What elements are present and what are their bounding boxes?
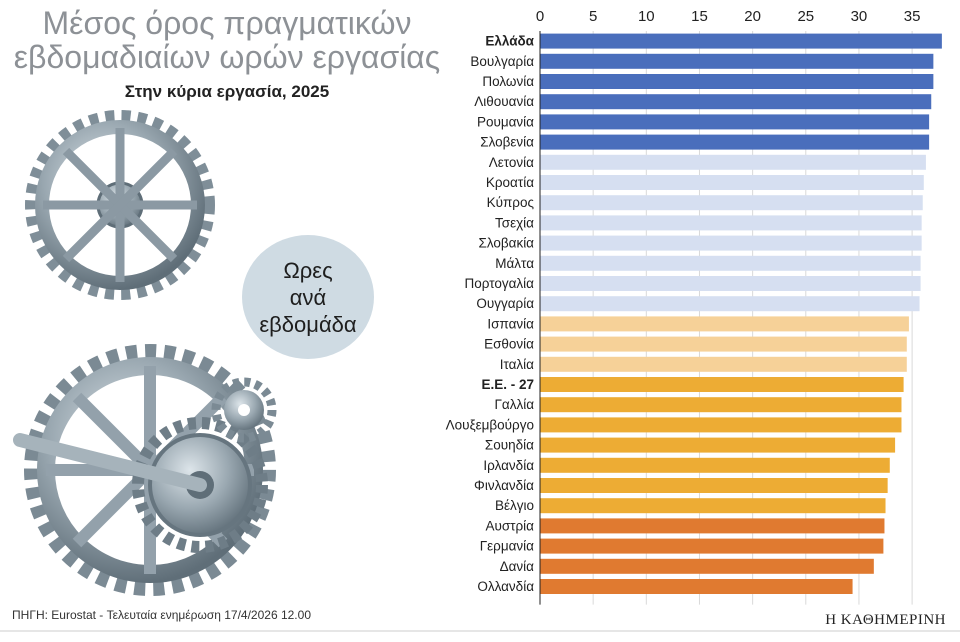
x-tick-label: 5 bbox=[589, 8, 597, 25]
category-label: Πολωνία bbox=[482, 74, 534, 89]
bar bbox=[540, 437, 896, 453]
x-tick-label: 25 bbox=[797, 8, 814, 25]
footer-divider bbox=[0, 630, 960, 632]
bar bbox=[540, 356, 907, 372]
category-label: Πορτογαλία bbox=[464, 276, 534, 291]
x-tick-label: 30 bbox=[851, 8, 868, 25]
category-label: Ιρλανδία bbox=[483, 458, 534, 473]
bar bbox=[540, 74, 934, 89]
category-label: Ολλανδία bbox=[477, 579, 534, 594]
x-tick-label: 15 bbox=[691, 8, 708, 25]
bar bbox=[540, 377, 904, 392]
category-label: Ιταλία bbox=[500, 357, 534, 372]
bar bbox=[540, 195, 923, 211]
bar bbox=[540, 397, 902, 413]
bar bbox=[540, 558, 874, 574]
bar bbox=[540, 498, 886, 514]
bar bbox=[540, 276, 921, 291]
gear-small bbox=[211, 377, 277, 443]
bar bbox=[540, 579, 853, 594]
units-badge: Ωρες ανά εβδομάδα bbox=[242, 235, 374, 359]
bar bbox=[540, 296, 920, 312]
x-axis-ticks: 0 5 10 15 20 25 30 35 bbox=[536, 8, 921, 25]
category-label: Εσθονία bbox=[484, 337, 534, 352]
bar bbox=[540, 518, 885, 534]
bar bbox=[540, 215, 922, 231]
category-label: Μάλτα bbox=[495, 256, 534, 271]
category-label: Σουηδία bbox=[485, 438, 534, 453]
chart-subtitle: Στην κύρια εργασία, 2025 bbox=[124, 82, 330, 101]
category-label: Φινλανδία bbox=[474, 478, 534, 493]
category-label: Σλοβενία bbox=[480, 135, 534, 150]
category-label: Βέλγιο bbox=[495, 498, 534, 513]
units-badge-line-2: ανά bbox=[289, 284, 327, 310]
category-label: Ελλάδα bbox=[485, 34, 534, 49]
category-label: Ρουμανία bbox=[477, 114, 534, 129]
gear-large-top bbox=[25, 110, 215, 300]
category-label: Κύπρος bbox=[487, 195, 535, 210]
category-label: Λετονία bbox=[489, 155, 534, 170]
bar bbox=[540, 33, 942, 49]
chart-title-line-2: εβδομαδιαίων ωρών εργασίας bbox=[13, 39, 441, 75]
bar bbox=[540, 336, 907, 352]
x-tick-label: 10 bbox=[638, 8, 655, 25]
category-label: Σλοβακία bbox=[478, 236, 534, 251]
bar bbox=[540, 417, 902, 433]
category-labels: Ελλάδα Βουλγαρία Πολωνία Λιθουανία Ρουμανία Σ… bbox=[446, 34, 535, 594]
bar bbox=[540, 94, 932, 110]
bar bbox=[540, 175, 924, 190]
chart-title-line-1: Μέσος όρος πραγματικών bbox=[42, 5, 412, 41]
bar bbox=[540, 457, 890, 473]
category-label: Ε.Ε. - 27 bbox=[481, 377, 534, 392]
category-label: Ισπανία bbox=[487, 316, 534, 331]
units-badge-line-3: εβδομάδα bbox=[259, 311, 357, 337]
bar bbox=[540, 235, 922, 251]
bar bbox=[540, 538, 884, 554]
category-label: Λιθουανία bbox=[474, 94, 534, 109]
publisher-logo: Η ΚΑΘΗΜΕΡΙΝΗ bbox=[825, 612, 946, 628]
bar bbox=[540, 478, 888, 493]
source-note: ΠΗΓΗ: Eurostat - Τελευταία ενημέρωση 17/… bbox=[12, 608, 311, 622]
x-tick-label: 0 bbox=[536, 8, 544, 25]
bar bbox=[540, 53, 934, 69]
category-label: Ουγγαρία bbox=[476, 296, 534, 311]
bar bbox=[540, 114, 930, 130]
category-label: Κροατία bbox=[486, 175, 534, 190]
category-label: Γαλλία bbox=[494, 397, 534, 412]
bars bbox=[540, 33, 942, 594]
category-label: Δανία bbox=[500, 559, 535, 574]
category-label: Λουξεμβούργο bbox=[446, 417, 534, 432]
category-label: Γερμανία bbox=[480, 539, 534, 554]
chart-title: Μέσος όρος πραγματικών εβδομαδιαίων ωρών… bbox=[12, 6, 442, 74]
x-tick-label: 20 bbox=[744, 8, 761, 25]
x-tick-label: 35 bbox=[904, 8, 921, 25]
bar bbox=[540, 154, 926, 170]
gear-medium bbox=[13, 417, 268, 553]
bar bbox=[540, 134, 930, 150]
bar bbox=[540, 316, 909, 332]
category-label: Τσεχία bbox=[495, 215, 534, 230]
gears-illustration bbox=[13, 110, 277, 596]
bar bbox=[540, 255, 921, 271]
category-label: Αυστρία bbox=[485, 518, 534, 533]
units-badge-line-1: Ωρες bbox=[283, 257, 333, 283]
category-label: Βουλγαρία bbox=[470, 54, 534, 69]
